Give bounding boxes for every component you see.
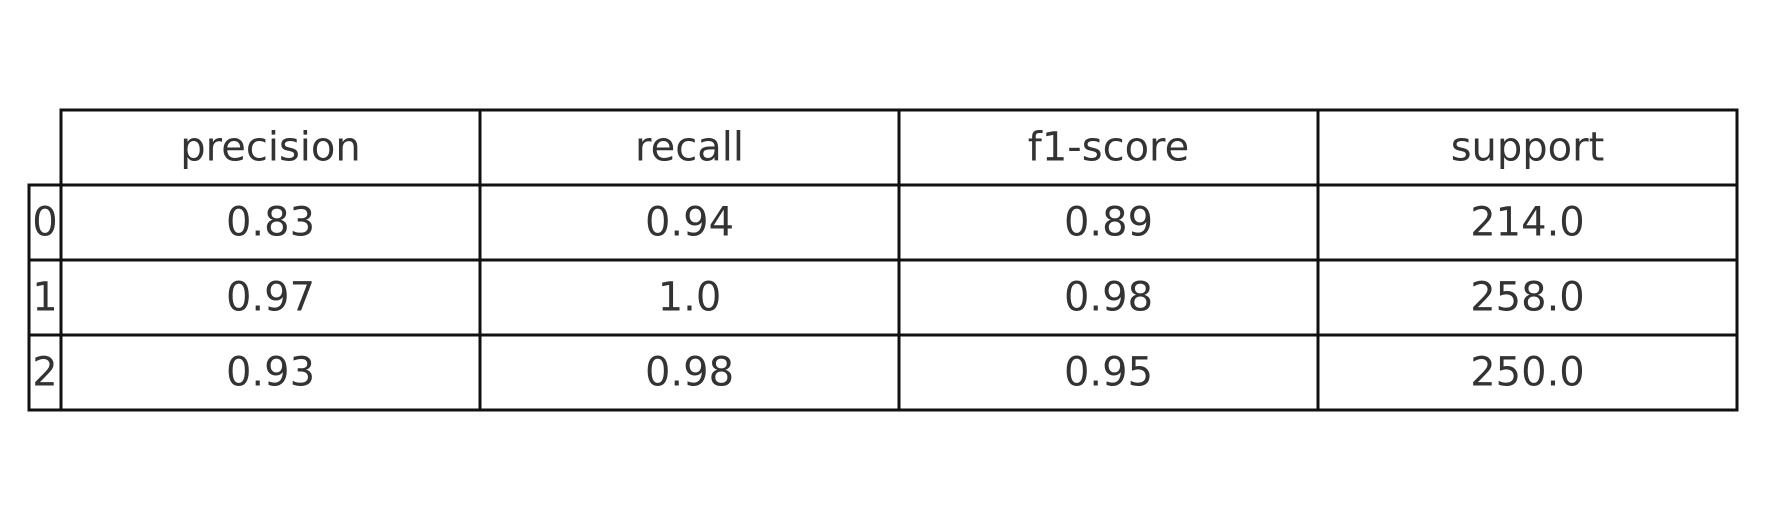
table-cell-value: 250.0 (1470, 350, 1585, 396)
table-cell-value: 0.97 (226, 275, 315, 321)
table-cell-value: 0.94 (645, 200, 734, 246)
column-header: f1-score (1028, 125, 1189, 171)
table-cell (1316, 333, 1739, 412)
table-cell-value: 0.93 (226, 350, 315, 396)
table-cell-value: 0.98 (1064, 275, 1153, 321)
table-cell-value: 0.89 (1064, 200, 1153, 246)
column-header: support (1451, 125, 1605, 171)
row-index-label: 2 (32, 350, 57, 396)
table-cell-value: 258.0 (1470, 275, 1585, 321)
column-header: precision (180, 125, 360, 171)
column-header: recall (635, 125, 744, 171)
table-cell-value: 0.83 (226, 200, 315, 246)
table-cell-value: 0.95 (1064, 350, 1153, 396)
table-cell-value: 214.0 (1470, 200, 1585, 246)
table-cell-value: 1.0 (658, 275, 722, 321)
table-cell-value: 0.98 (645, 350, 734, 396)
row-index-label: 1 (32, 275, 57, 321)
row-index-label: 0 (32, 200, 57, 246)
